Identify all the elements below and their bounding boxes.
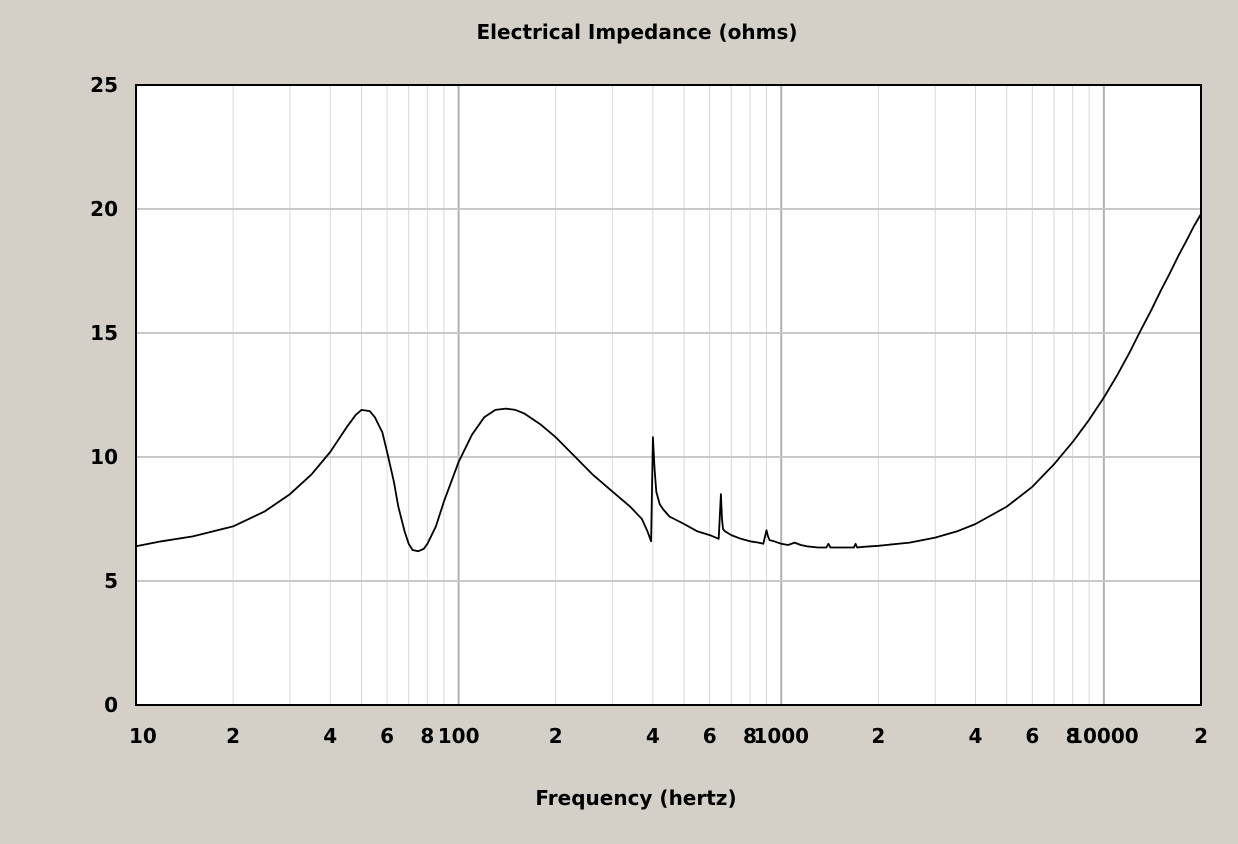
y-gridlines [136, 208, 1201, 582]
x-tick-label: 4 [969, 724, 983, 748]
x-axis-label: Frequency (hertz) [535, 786, 736, 810]
x-tick-label: 4 [646, 724, 660, 748]
x-tick-label: 8 [420, 724, 434, 748]
x-tick-label: 1000 [753, 724, 809, 748]
y-tick-label: 25 [90, 73, 118, 97]
y-tick-label: 5 [104, 569, 118, 593]
x-gridlines [232, 85, 1105, 705]
x-tick-label: 2 [871, 724, 885, 748]
x-tick-label: 4 [323, 724, 337, 748]
x-tick-label: 2 [1194, 724, 1208, 748]
x-tick-label: 6 [703, 724, 717, 748]
x-tick-label: 2 [549, 724, 563, 748]
impedance-series-line [135, 213, 1202, 553]
y-tick-label: 0 [104, 693, 118, 717]
series-layer [135, 213, 1202, 553]
x-tick-label: 8 [743, 724, 757, 748]
chart-title: Electrical Impedance (ohms) [477, 20, 798, 44]
plot-area [136, 85, 1201, 705]
y-tick-labels: 0 5 10 15 20 25 [90, 73, 118, 717]
x-tick-label: 2 [226, 724, 240, 748]
x-tick-label: 6 [1025, 724, 1039, 748]
plot-frame [135, 84, 1202, 706]
x-tick-label: 8 [1066, 724, 1080, 748]
x-tick-label: 6 [380, 724, 394, 748]
x-tick-label: 10 [129, 724, 157, 748]
x-tick-label: 100 [438, 724, 480, 748]
x-tick-label: 10000 [1069, 724, 1139, 748]
y-tick-label: 20 [90, 197, 118, 221]
y-tick-label: 10 [90, 445, 118, 469]
y-tick-label: 15 [90, 321, 118, 345]
